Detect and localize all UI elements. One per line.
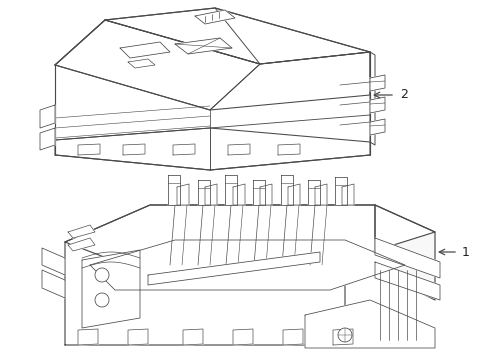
Polygon shape (55, 20, 370, 110)
Polygon shape (68, 238, 95, 251)
Polygon shape (123, 144, 145, 155)
Polygon shape (205, 184, 217, 205)
Polygon shape (42, 270, 65, 298)
Polygon shape (40, 128, 55, 150)
Polygon shape (305, 300, 435, 348)
Polygon shape (260, 184, 272, 205)
Polygon shape (375, 262, 440, 300)
Polygon shape (78, 329, 98, 345)
Polygon shape (128, 329, 148, 345)
Circle shape (95, 268, 109, 282)
Polygon shape (78, 144, 100, 155)
Polygon shape (90, 240, 405, 290)
Polygon shape (308, 180, 320, 205)
Polygon shape (335, 177, 347, 205)
Circle shape (95, 293, 109, 307)
Polygon shape (105, 8, 370, 64)
Text: 2: 2 (400, 89, 408, 102)
Polygon shape (40, 105, 55, 128)
Polygon shape (128, 59, 155, 68)
Polygon shape (168, 175, 180, 205)
Polygon shape (177, 184, 189, 205)
Polygon shape (370, 119, 385, 135)
Polygon shape (281, 175, 293, 205)
Polygon shape (195, 10, 235, 24)
Polygon shape (65, 205, 375, 345)
Polygon shape (315, 184, 327, 205)
Polygon shape (370, 97, 385, 113)
Polygon shape (228, 144, 250, 155)
Polygon shape (288, 184, 300, 205)
Polygon shape (173, 144, 195, 155)
Polygon shape (175, 38, 232, 54)
Polygon shape (283, 329, 303, 345)
Polygon shape (55, 128, 370, 170)
Polygon shape (333, 329, 353, 345)
Circle shape (338, 328, 352, 342)
Polygon shape (233, 329, 253, 345)
Polygon shape (183, 329, 203, 345)
Polygon shape (68, 225, 95, 238)
Polygon shape (375, 238, 440, 278)
Polygon shape (65, 205, 435, 265)
Polygon shape (55, 20, 260, 110)
Text: 1: 1 (462, 246, 470, 258)
Polygon shape (278, 144, 300, 155)
Polygon shape (342, 184, 354, 205)
Polygon shape (375, 205, 435, 300)
Polygon shape (233, 184, 245, 205)
Polygon shape (42, 248, 65, 275)
Polygon shape (225, 175, 237, 205)
Polygon shape (120, 42, 170, 58)
Polygon shape (253, 180, 265, 205)
Polygon shape (198, 180, 210, 205)
Polygon shape (370, 75, 385, 91)
Polygon shape (82, 250, 140, 328)
Polygon shape (148, 252, 320, 285)
Polygon shape (370, 52, 375, 145)
